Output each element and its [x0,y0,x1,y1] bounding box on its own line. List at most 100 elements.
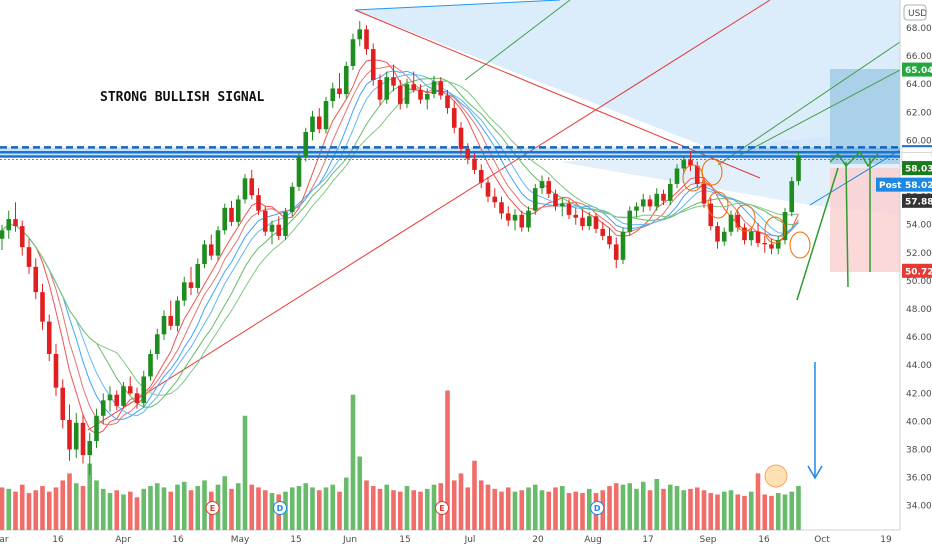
volume-bar-9 [60,480,66,530]
candle-body-47 [316,116,322,130]
volume-bar-64 [431,484,437,530]
candle-body-7 [46,321,52,354]
volume-bar-107 [721,491,727,530]
fork-top-line [354,0,561,11]
green-arrow-0 [796,167,839,301]
ma-line-1 [1,65,799,426]
currency-label: USD [908,9,927,19]
candle-body-96 [647,199,653,207]
candle-body-82 [553,193,558,207]
volume-bar-105 [708,493,714,530]
candle-body-1 [6,219,12,231]
candle-body-63 [424,94,430,100]
volume-bar-10 [67,473,72,530]
x-tick-label-15: 19 [880,535,892,545]
trend-support-line [87,0,771,431]
event-marker-1 [273,501,287,515]
candle-body-108 [728,214,734,232]
annotation-text: STRONG BULLISH SIGNAL [100,90,265,105]
candle-body-86 [580,217,585,227]
candle-body-94 [634,206,639,211]
candle-body-42 [283,212,288,236]
price-tag-0 [902,62,932,77]
volume-bar-15 [100,488,106,530]
candle-body-76 [512,214,518,221]
volume-bar-92 [620,484,626,530]
candle-body-99 [667,183,673,201]
volume-bar-84 [566,493,572,530]
volume-bar-35 [235,483,241,530]
volume-bar-7 [46,491,52,530]
blue-arrow-head [807,465,823,480]
volume-bar-39 [262,490,268,530]
candle-body-84 [566,203,572,215]
y-tick-label-1: 36.00 [906,474,932,484]
volume-bar-13 [87,463,93,530]
candle-body-65 [438,81,444,96]
candle-body-27 [181,282,187,301]
volume-bar-94 [634,488,639,530]
volume-bar-71 [478,480,484,530]
y-tick-label-7: 48.00 [906,305,932,315]
candle-body-93 [627,210,633,232]
price-tag-7 [902,193,932,208]
volume-bar-1 [6,488,12,530]
candle-body-54 [364,29,369,50]
volume-bar-57 [384,484,390,530]
volume-bar-44 [296,486,302,530]
event-marker-3 [590,501,605,515]
candle-body-15 [100,400,106,416]
candle-body-25 [168,316,174,326]
candle-body-83 [559,203,565,207]
y-tick-label-6: 46.00 [906,333,932,343]
candle-body-102 [688,160,693,166]
volume-bar-4 [26,493,32,530]
volume-bar-106 [715,494,720,530]
candle-body-46 [310,116,315,132]
highlight-circle-1 [701,158,723,186]
candle-body-14 [94,415,99,442]
currency-box [903,4,927,21]
volume-bar-12 [80,486,86,530]
event-marker-2 [435,501,449,515]
candle-body-39 [262,210,268,232]
volume-bar-56 [377,488,383,530]
fork-upper-green-line [717,41,901,166]
volume-bar-97 [654,479,660,530]
price-tag-label-4: 58.03 [905,165,932,175]
volume-bar-0 [0,487,5,530]
candle-body-34 [229,207,234,222]
candle-body-30 [202,244,207,265]
candle-body-20 [134,393,140,404]
x-tick-label-7: 15 [399,535,410,545]
candle-body-107 [721,231,727,242]
volume-bar-76 [512,491,518,530]
volume-bar-118 [796,486,801,530]
volume-highlight-circle [764,464,788,488]
x-tick-label-11: 17 [642,535,653,545]
candle-body-48 [323,101,329,130]
price-tag-label-7: 57.88 [905,197,932,207]
candle-body-2 [13,219,18,227]
candle-body-18 [121,386,126,406]
candle-body-73 [492,196,498,203]
volume-bar-78 [526,487,531,530]
volume-bar-87 [586,488,592,530]
volume-bar-100 [674,486,680,530]
candle-body-53 [357,29,363,40]
candle-body-71 [478,169,484,183]
candle-body-9 [60,387,66,420]
volume-bar-74 [499,491,504,530]
candle-body-26 [175,300,180,326]
price-tag-label-8: 50.72 [905,267,932,277]
volume-bar-79 [532,484,538,530]
candle-body-69 [465,148,471,159]
price-tag-4 [902,161,932,176]
candle-body-44 [296,157,302,187]
volume-bar-83 [559,486,565,530]
candle-body-89 [600,228,606,236]
y-tick-label-2: 38.00 [906,446,932,456]
volume-bar-110 [742,495,747,530]
